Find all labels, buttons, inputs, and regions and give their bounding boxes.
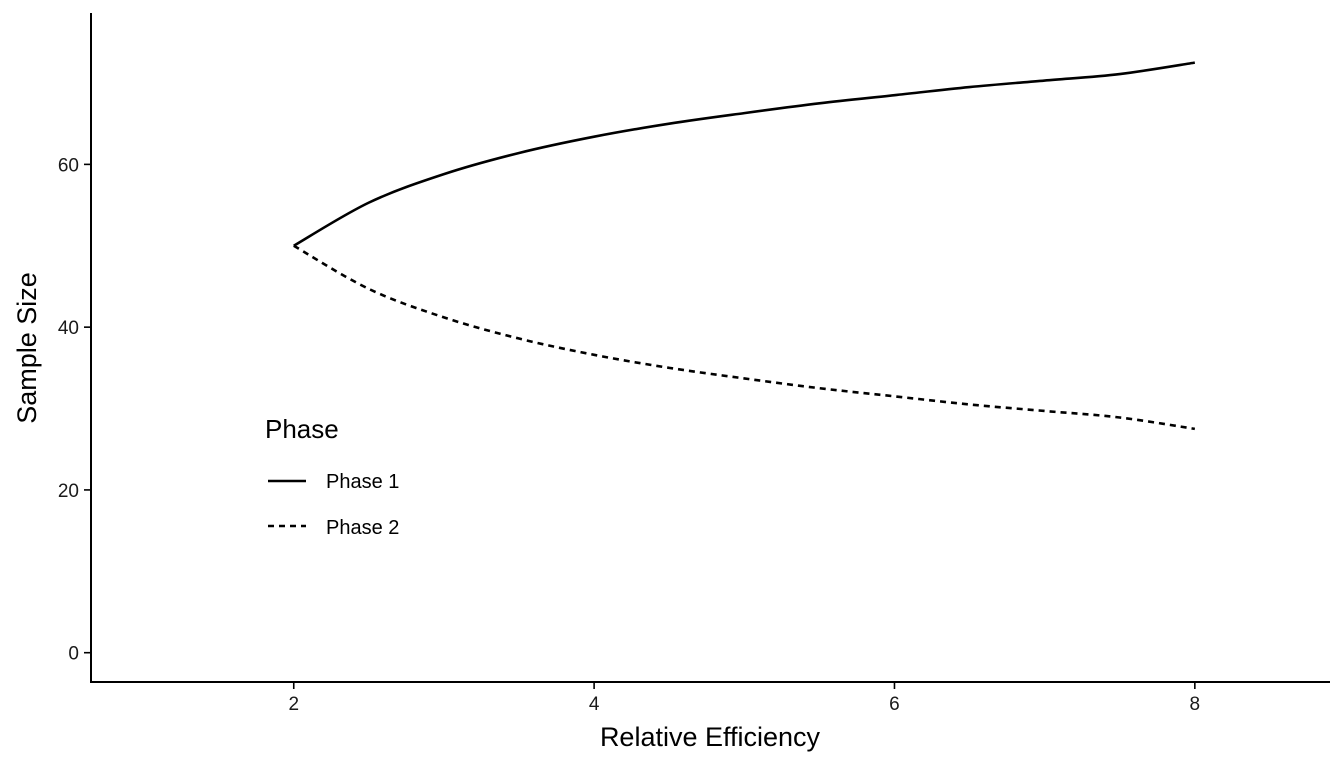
legend-label-phase-1: Phase 1 bbox=[326, 471, 399, 493]
x-tick-label-8: 8 bbox=[1190, 694, 1201, 715]
x-axis: 2 4 6 8 bbox=[90, 681, 1330, 715]
y-tick-label-40: 40 bbox=[58, 318, 79, 339]
y-axis-title: Sample Size bbox=[12, 272, 42, 424]
x-axis-title: Relative Efficiency bbox=[600, 722, 821, 752]
y-tick-label-0: 0 bbox=[68, 644, 79, 665]
y-tick-label-20: 20 bbox=[58, 481, 79, 502]
y-axis: 0 20 40 60 bbox=[58, 13, 92, 682]
legend: Phase Phase 1 Phase 2 bbox=[265, 414, 399, 539]
x-tick-label-6: 6 bbox=[889, 694, 900, 715]
legend-title: Phase bbox=[265, 414, 339, 444]
y-tick-label-60: 60 bbox=[58, 155, 79, 176]
series-line-phase-1 bbox=[293, 61, 1196, 247]
series-line-phase-2 bbox=[293, 244, 1196, 431]
plot-area bbox=[293, 61, 1196, 431]
x-tick-label-4: 4 bbox=[589, 694, 600, 715]
x-tick-label-2: 2 bbox=[288, 694, 299, 715]
legend-label-phase-2: Phase 2 bbox=[326, 517, 399, 539]
